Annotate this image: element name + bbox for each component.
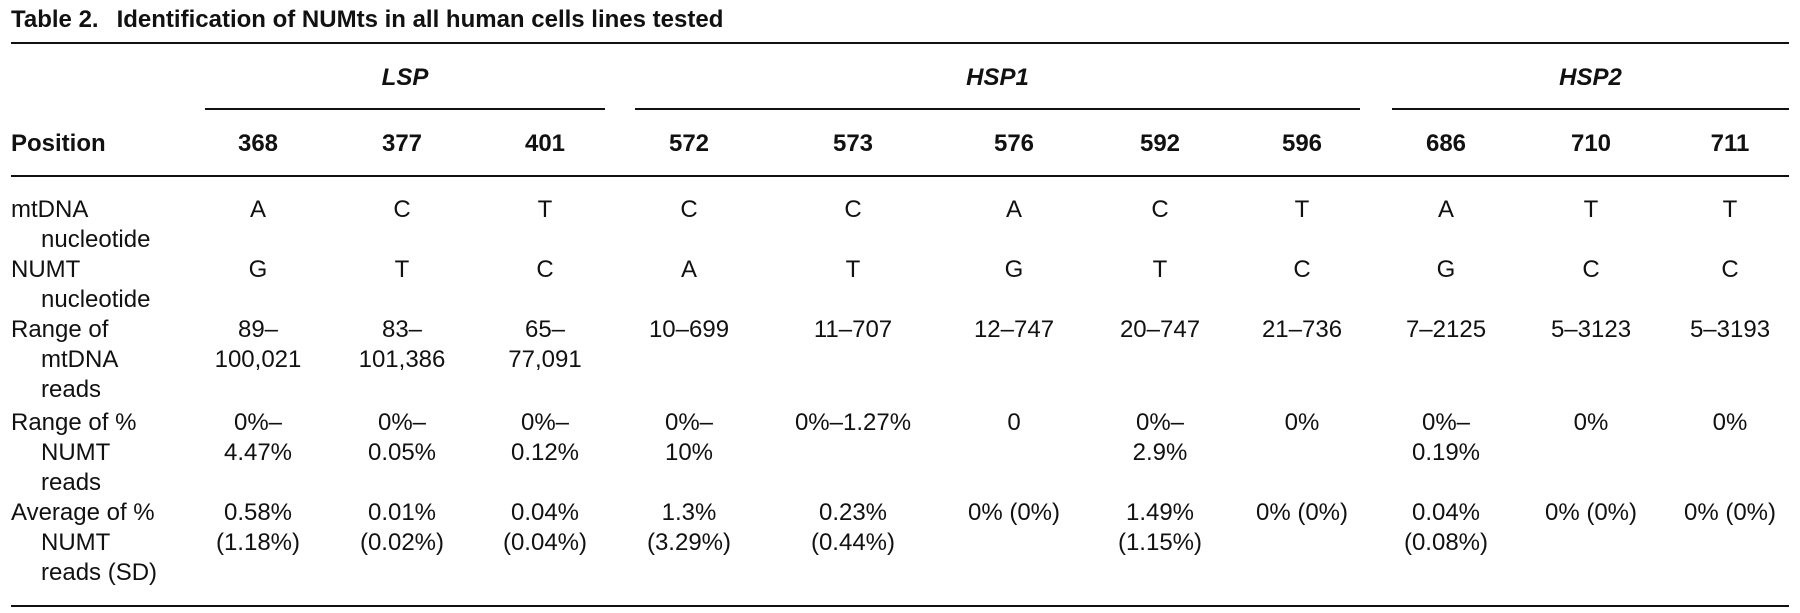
column-header-368: 368 [237,130,279,157]
table-cell: G [1436,256,1456,283]
table-cell: C [1582,256,1600,283]
table-cell: 0.23% (0.44%) [810,499,896,556]
table-cell: C [1293,256,1311,283]
column-header-592: 592 [1139,130,1181,157]
table-cell: 1.49% (1.15%) [1117,499,1203,556]
table-cell: T [1152,256,1168,283]
table-cell: 0% [1284,409,1320,436]
column-header-576: 576 [993,130,1035,157]
table-title: Table 2. Identification of NUMts in all h… [11,6,723,34]
table-cell: 0% (0%) [1544,499,1638,526]
table-cell: C [536,256,554,283]
bottom-rule [11,605,1789,607]
table-cell: T [1722,196,1738,223]
table-cell: A [1437,196,1454,223]
table-cell: T [1583,196,1599,223]
table-cell: 0% [1712,409,1748,436]
table-cell: C [680,196,698,223]
table-cell: 0%– 2.9% [1132,409,1188,466]
column-header-377: 377 [381,130,423,157]
table-cell: 0%– 0.19% [1411,409,1481,466]
row-header: Average of % NUMT reads (SD) [11,499,158,586]
column-header-710: 710 [1570,130,1612,157]
table-cell: 12–747 [973,316,1055,343]
table-cell: T [1294,196,1310,223]
position-header: Position [11,130,106,157]
group-header-hsp1: HSP1 [966,64,1029,91]
group-header-lsp: LSP [381,64,429,91]
table-cell: 11–707 [813,316,893,343]
header-rule [11,175,1789,177]
group-header-hsp2: HSP2 [1559,64,1622,91]
table-cell: C [1721,256,1739,283]
table-cell: 5–3123 [1550,316,1632,343]
group-rule-hsp2 [1392,108,1789,110]
table-cell: 7–2125 [1405,316,1487,343]
table-number: Table 2. [11,6,99,33]
table-cell: C [1151,196,1169,223]
table-cell: 0% (0%) [967,499,1061,526]
column-header-401: 401 [524,130,566,157]
group-rule-hsp1 [635,108,1360,110]
table-cell: G [248,256,268,283]
column-header-572: 572 [668,130,710,157]
row-header: NUMT nucleotide [11,256,151,313]
table-cell: 0%– 4.47% [223,409,293,466]
table-cell: A [1005,196,1022,223]
table-cell: 20–747 [1119,316,1201,343]
column-header-686: 686 [1425,130,1467,157]
table-cell: T [537,196,553,223]
table-cell: 0.01% (0.02%) [359,499,445,556]
row-header: Range of mtDNA reads [11,316,119,403]
table-cell: 89– 100,021 [214,316,302,373]
table-cell: 1.3% (3.29%) [646,499,732,556]
table-cell: 0.58% (1.18%) [215,499,301,556]
column-header-596: 596 [1281,130,1323,157]
table-cell: 0% (0%) [1683,499,1777,526]
top-rule [11,42,1789,44]
column-header-711: 711 [1710,130,1750,157]
table-cell: 0%– 0.05% [367,409,437,466]
row-header: mtDNA nucleotide [11,196,151,253]
table-cell: 0% (0%) [1255,499,1349,526]
table-cell: C [844,196,862,223]
table-cell: 83– 101,386 [358,316,446,373]
table-cell: 0.04% (0.08%) [1403,499,1489,556]
table-cell: 65– 77,091 [508,316,582,373]
table-cell: A [249,196,266,223]
table-cell: 0%– 0.12% [510,409,580,466]
row-header: Range of % NUMT reads [11,409,137,496]
table-cell: A [680,256,697,283]
table-cell: 5–3193 [1689,316,1771,343]
column-header-573: 573 [832,130,874,157]
table-cell: T [845,256,861,283]
table-cell: 0%– 10% [664,409,714,466]
table-cell: C [393,196,411,223]
group-rule-lsp [205,108,605,110]
table-cell: 10–699 [648,316,730,343]
table-caption: Identification of NUMts in all human cel… [116,6,724,33]
table-cell: 0 [1007,409,1021,436]
table-cell: T [394,256,410,283]
table-cell: 0.04% (0.04%) [502,499,588,556]
table-cell: 0%–1.27% [794,409,912,436]
table-cell: 0% [1573,409,1609,436]
table-cell: G [1004,256,1024,283]
table-cell: 21–736 [1261,316,1343,343]
